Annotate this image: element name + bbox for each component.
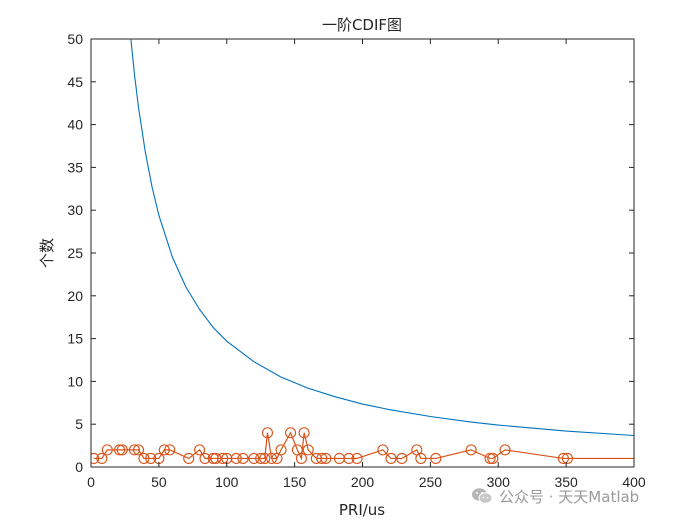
series-2-marker [113, 444, 126, 456]
series-2-marker [261, 427, 274, 439]
series-2-marker [230, 452, 242, 464]
series-1-line [130, 39, 634, 437]
wechat-icon [472, 488, 493, 504]
x-tick-label: 150 [283, 474, 307, 490]
series-2-marker [465, 444, 477, 456]
series-2-marker [138, 452, 150, 464]
y-tick-label: 35 [67, 159, 83, 175]
series-2-marker [199, 452, 211, 464]
series-2-marker [316, 452, 328, 464]
y-tick-label: 50 [67, 31, 83, 47]
series-2-marker [302, 444, 314, 456]
series-2-marker [265, 452, 278, 464]
x-tick-label: 250 [419, 474, 443, 490]
series-2-marker [487, 452, 499, 464]
series-2-marker [101, 444, 113, 456]
watermark: 公众号 · 天天Matlab [471, 484, 686, 508]
series-2-marker [430, 452, 442, 464]
series-2-marker [415, 452, 427, 464]
series-2-marker [285, 427, 297, 439]
y-tick-label: 5 [75, 416, 83, 432]
y-tick-label: 15 [67, 331, 83, 347]
y-tick-label: 30 [67, 202, 83, 218]
series-2-marker [377, 444, 389, 456]
series-2-marker [259, 452, 271, 464]
x-tick-label: 0 [87, 474, 95, 490]
series-2-marker [210, 452, 222, 464]
series-2-marker [351, 452, 363, 464]
series-2-marker [237, 452, 249, 464]
x-tick-label: 200 [351, 474, 375, 490]
series-2-marker [557, 452, 569, 464]
series-2-marker [295, 452, 307, 464]
series-2-marker [343, 452, 355, 464]
series-2-marker [91, 452, 100, 464]
series-2-marker [164, 444, 176, 456]
series-2-marker [320, 452, 332, 464]
x-axis-title: PRI/us [339, 501, 385, 519]
series-2-marker [183, 452, 195, 464]
chart-title: 一阶CDIF图 [322, 16, 402, 34]
series-2-marker [145, 452, 157, 464]
y-tick-label: 10 [67, 373, 83, 389]
y-tick-label: 0 [75, 459, 83, 475]
series-2-marker [194, 444, 206, 456]
watermark-text: 公众号 · 天天Matlab [499, 487, 640, 506]
series-2-marker [132, 444, 145, 456]
series-2-marker [484, 452, 496, 464]
x-tick-label: 350 [554, 474, 578, 490]
x-tick-label: 100 [215, 474, 239, 490]
axes: 0 50 100 150 200 250 300 350 400 0 5 10 15 20 25 30 35 40… [67, 31, 645, 490]
series-2-marker [128, 444, 140, 456]
x-tick-label: 300 [487, 474, 511, 490]
y-tick-label: 45 [67, 74, 83, 90]
series-2-marker [396, 452, 408, 464]
y-tick-label: 25 [67, 245, 83, 261]
plot-area [91, 39, 634, 464]
series-2-marker [217, 452, 229, 464]
series-2-marker [385, 452, 397, 464]
x-tick-label: 50 [151, 474, 167, 490]
series-2-marker [499, 444, 511, 456]
series-2-marker [158, 444, 170, 456]
series-2-marker [298, 427, 310, 439]
x-tick-label: 400 [622, 474, 646, 490]
series-2-marker [255, 452, 267, 464]
y-axis-title: 个数 [38, 238, 56, 268]
series-2-marker [561, 452, 574, 464]
series-2-marker [116, 444, 128, 456]
y-tick-label: 20 [67, 288, 83, 304]
series-2-marker [96, 452, 108, 464]
series-group [91, 39, 634, 464]
y-tick-label: 40 [67, 117, 83, 133]
series-2-marker [248, 452, 260, 464]
series-2-marker [275, 444, 287, 456]
